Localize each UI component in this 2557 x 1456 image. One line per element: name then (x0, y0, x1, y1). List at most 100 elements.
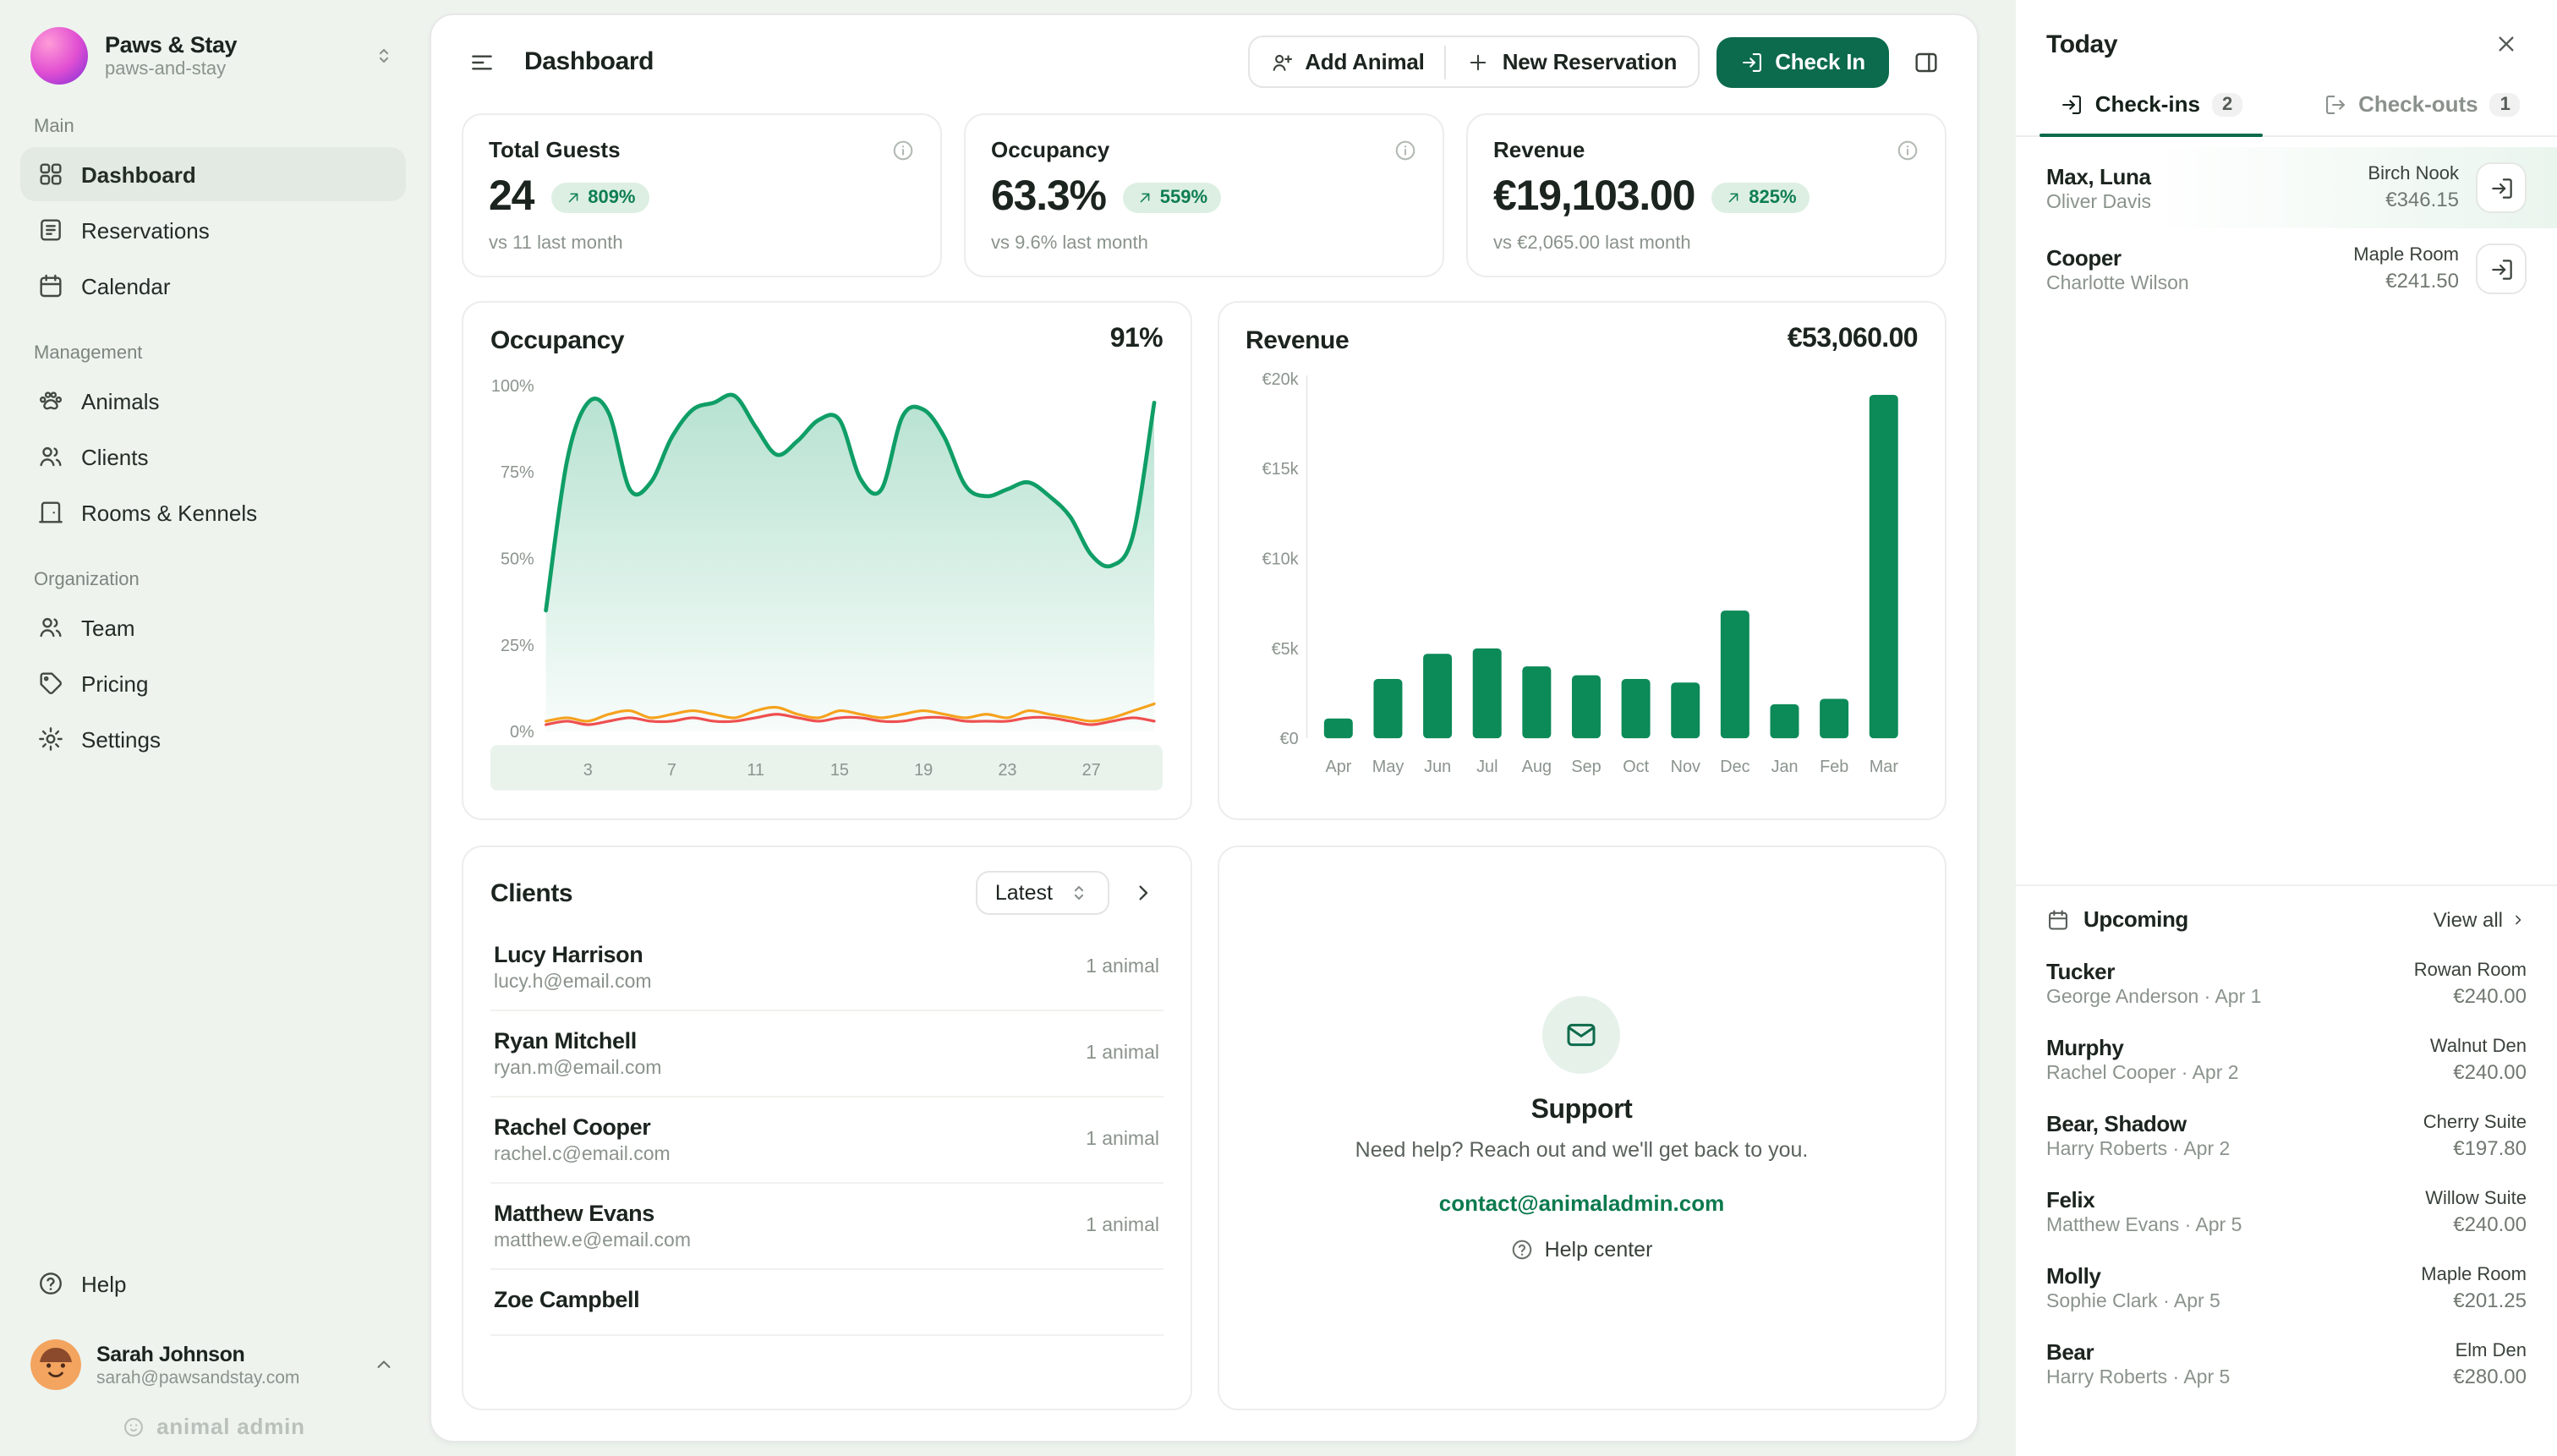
checkin-row[interactable]: Max, Luna Oliver Davis Birch Nook €346.1… (2016, 147, 2557, 228)
sidebar-item[interactable]: Dashboard (20, 147, 406, 201)
room-name: Rowan Room (2414, 960, 2527, 980)
panel-toggle-button[interactable] (1906, 41, 1946, 82)
animal-name: Max, Luna (2046, 163, 2351, 189)
upcoming-details: Rowan Room €240.00 (2414, 960, 2527, 1007)
room-name: Birch Nook (2368, 164, 2459, 184)
stat-header: Revenue (1493, 137, 1919, 162)
clients-filter-select[interactable]: Latest (977, 872, 1109, 916)
info-icon[interactable] (891, 138, 915, 161)
svg-text:15: 15 (830, 761, 849, 780)
client-name: Rachel Cooper (494, 1115, 671, 1141)
client-row[interactable]: Lucy Harrison lucy.h@email.com 1 animal (490, 926, 1163, 1012)
svg-text:Mar: Mar (1869, 758, 1898, 776)
check-in-label: Check In (1775, 49, 1865, 74)
close-panel-button[interactable] (2486, 24, 2527, 64)
svg-text:€5k: €5k (1271, 640, 1298, 659)
check-in-icon (2489, 256, 2514, 282)
tab[interactable]: Check-outs 1 (2286, 78, 2557, 135)
tab-label: Check-outs (2358, 91, 2478, 117)
user-avatar (30, 1339, 81, 1390)
help-icon (37, 1270, 64, 1297)
svg-text:May: May (1372, 758, 1404, 776)
chevrons-up-down-icon (1066, 882, 1090, 906)
svg-text:75%: 75% (501, 463, 534, 482)
svg-text:100%: 100% (491, 377, 534, 396)
collapse-icon (468, 48, 496, 75)
client-row[interactable]: Zoe Campbell (490, 1271, 1163, 1337)
view-all-link[interactable]: View all (2434, 907, 2527, 931)
clients-view-all-button[interactable] (1122, 873, 1163, 914)
check-in-row-button[interactable] (2476, 244, 2527, 294)
upcoming-row[interactable]: Murphy Rachel Cooper · Apr 2 Walnut Den … (2016, 1021, 2557, 1097)
upcoming-row[interactable]: Bear Harry Roberts · Apr 5 Elm Den €280.… (2016, 1326, 2557, 1402)
room-name: Elm Den (2453, 1340, 2527, 1360)
support-subtitle: Need help? Reach out and we'll get back … (1355, 1137, 1809, 1161)
upcoming-row[interactable]: Tucker George Anderson · Apr 1 Rowan Roo… (2016, 945, 2557, 1021)
trend-badge: 825% (1711, 182, 1810, 212)
sidebar-item[interactable]: Pricing (20, 656, 406, 710)
workspace-switcher[interactable]: Paws & Stay paws-and-stay (20, 24, 406, 88)
trend-up-icon (1725, 189, 1742, 205)
support-icon-circle (1543, 995, 1621, 1073)
checkin-list: Max, Luna Oliver Davis Birch Nook €346.1… (2016, 137, 2557, 309)
tab[interactable]: Check-ins 2 (2016, 78, 2286, 135)
client-name: Ryan Mitchell (494, 1029, 661, 1054)
info-icon[interactable] (1896, 138, 1919, 161)
sidebar-item[interactable]: Settings (20, 712, 406, 766)
client-email: rachel.c@email.com (494, 1146, 671, 1166)
animal-name: Cooper (2046, 244, 2336, 270)
svg-text:Sep: Sep (1570, 758, 1600, 776)
clients-card: Clients Latest (462, 846, 1191, 1410)
svg-text:3: 3 (583, 761, 593, 780)
client-email: lucy.h@email.com (494, 973, 652, 993)
sidebar-item[interactable]: Clients (20, 430, 406, 484)
sidebar-item[interactable]: Calendar (20, 259, 406, 313)
check-in-button[interactable]: Check In (1716, 36, 1889, 87)
revenue-chart: €0€5k€10k€15k€20kAprMayJunJulAugSepOctNo… (1246, 362, 1918, 813)
upcoming-row[interactable]: Molly Sophie Clark · Apr 5 Maple Room €2… (2016, 1250, 2557, 1326)
upcoming-row[interactable]: Felix Matthew Evans · Apr 5 Willow Suite… (2016, 1174, 2557, 1250)
upcoming-row[interactable]: Bear, Shadow Harry Roberts · Apr 2 Cherr… (2016, 1097, 2557, 1174)
price: €201.25 (2421, 1288, 2527, 1311)
animal-name: Bear (2046, 1339, 2436, 1365)
check-in-icon (1739, 50, 1763, 74)
trend-value: 809% (588, 187, 635, 207)
checkin-row[interactable]: Cooper Charlotte Wilson Maple Room €241.… (2016, 228, 2557, 309)
sidebar-item[interactable]: Reservations (20, 203, 406, 257)
sidebar-item-icon (37, 272, 64, 299)
sidebar-item-icon (37, 216, 64, 244)
new-reservation-button[interactable]: New Reservation (1447, 37, 1698, 86)
add-animal-icon (1269, 50, 1293, 74)
stat-value: 63.3% (991, 172, 1106, 222)
stat-main: 24 809% (489, 172, 915, 222)
sidebar-item[interactable]: Rooms & Kennels (20, 485, 406, 539)
chart-header: Occupancy 91% (490, 325, 1163, 355)
help-center-label: Help center (1545, 1237, 1653, 1261)
upcoming-info: Tucker George Anderson · Apr 1 (2046, 959, 2397, 1008)
sidebar-section-title: Main (34, 117, 392, 137)
sidebar-item[interactable]: Animals (20, 374, 406, 428)
sidebar-item[interactable]: Team (20, 600, 406, 654)
chevron-up-icon (372, 1353, 396, 1377)
client-row[interactable]: Matthew Evans matthew.e@email.com 1 anim… (490, 1185, 1163, 1271)
sidebar-collapse-button[interactable] (462, 41, 502, 82)
tab-count-badge: 1 (2490, 92, 2521, 116)
support-email-link[interactable]: contact@animaladmin.com (1439, 1190, 1724, 1215)
animal-name: Bear, Shadow (2046, 1111, 2406, 1136)
close-icon (2493, 30, 2520, 57)
user-menu[interactable]: Sarah Johnson sarah@pawsandstay.com (20, 1326, 406, 1400)
panel-icon (1913, 48, 1940, 75)
upcoming-icon (2046, 907, 2070, 931)
client-row[interactable]: Ryan Mitchell ryan.m@email.com 1 animal (490, 1012, 1163, 1098)
stat-label: Total Guests (489, 137, 621, 162)
check-in-row-button[interactable] (2476, 162, 2527, 213)
upcoming-info: Murphy Rachel Cooper · Apr 2 (2046, 1035, 2413, 1084)
sidebar-item-help[interactable]: Help (20, 1256, 406, 1311)
help-center-link[interactable]: Help center (1511, 1237, 1653, 1261)
price: €280.00 (2453, 1364, 2527, 1388)
add-animal-button[interactable]: Add Animal (1249, 37, 1445, 86)
clients-controls: Latest (977, 872, 1163, 916)
info-icon[interactable] (1393, 138, 1417, 161)
price: €240.00 (2430, 1059, 2527, 1083)
client-row[interactable]: Rachel Cooper rachel.c@email.com 1 anima… (490, 1098, 1163, 1185)
